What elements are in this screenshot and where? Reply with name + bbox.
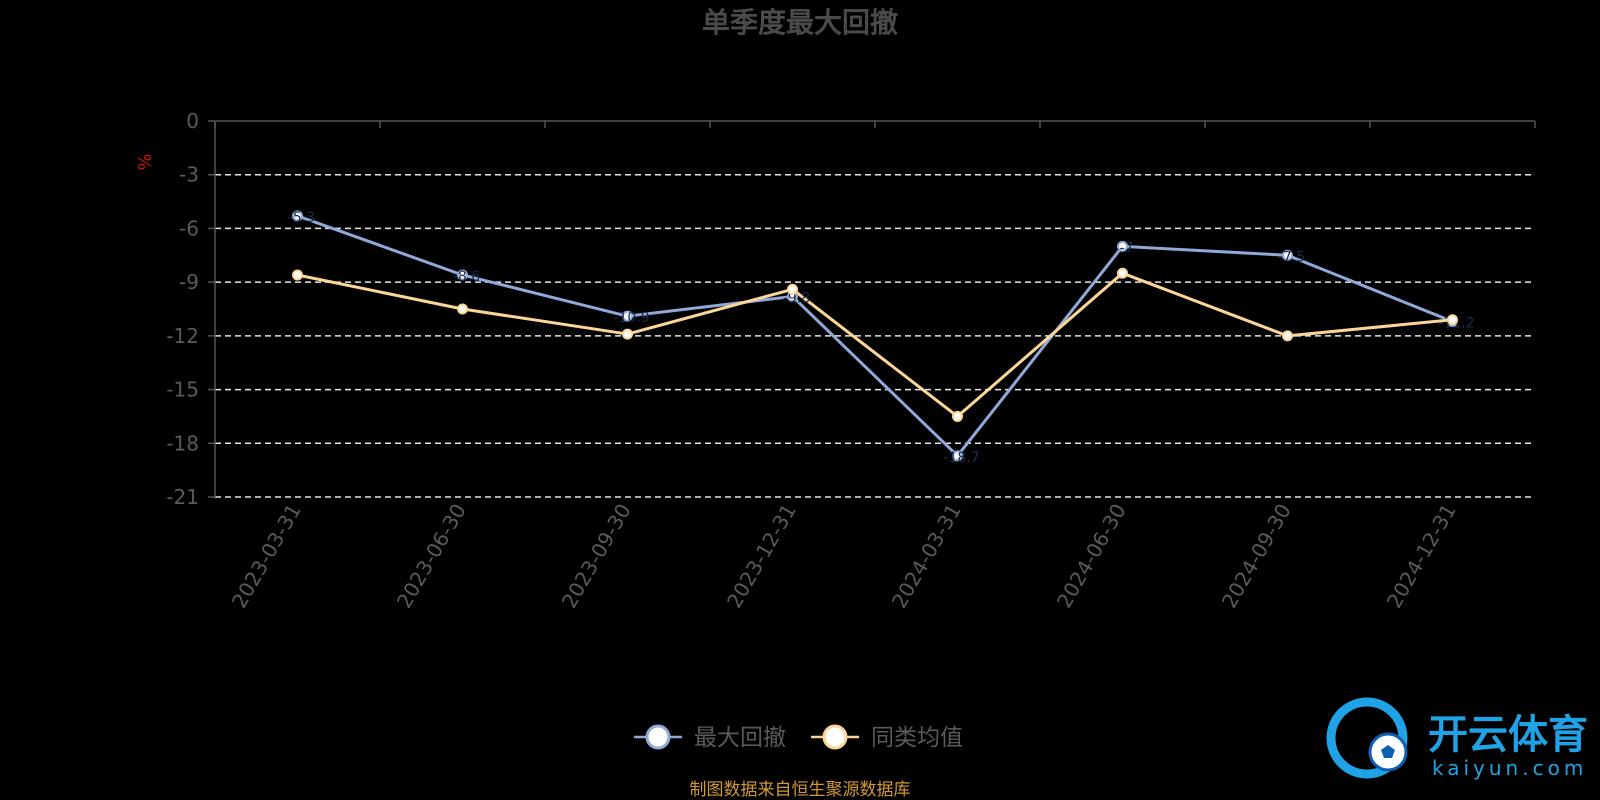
legend-item-peer-average[interactable]: 同类均值 bbox=[811, 724, 963, 751]
data-point[interactable] bbox=[1117, 267, 1128, 279]
x-tick-label: 2023-03-31 bbox=[227, 500, 306, 613]
data-label: -10.9 bbox=[613, 310, 649, 326]
data-point[interactable] bbox=[292, 269, 303, 281]
y-tick-label: 0 bbox=[186, 109, 199, 133]
x-tick-label: 2023-12-31 bbox=[722, 500, 801, 613]
data-point[interactable] bbox=[622, 310, 633, 322]
data-label: -18.7 bbox=[943, 450, 979, 466]
data-point[interactable] bbox=[1282, 249, 1293, 261]
data-point[interactable] bbox=[457, 269, 468, 281]
logo-text-en: kaiyun.com bbox=[1432, 756, 1587, 780]
legend-marker-icon bbox=[822, 724, 848, 750]
kaiyun-logo: 开云体育 kaiyun.com bbox=[1326, 697, 1588, 780]
data-point[interactable] bbox=[952, 450, 963, 462]
legend-marker-icon bbox=[645, 724, 671, 750]
grid-lines bbox=[215, 173, 1535, 498]
y-tick-label: -9 bbox=[179, 270, 199, 294]
data-point[interactable] bbox=[787, 283, 798, 295]
y-tick-label: -15 bbox=[166, 378, 199, 402]
y-tick-labels: 0 -3 -6 -9 -12 -15 -18 -21 bbox=[166, 109, 199, 509]
data-point[interactable] bbox=[952, 410, 963, 422]
data-point[interactable] bbox=[292, 210, 303, 222]
legend-label-peer-average: 同类均值 bbox=[871, 725, 963, 751]
data-label: -5.3 bbox=[288, 210, 315, 226]
axes bbox=[208, 120, 1536, 498]
x-tick-label: 2024-12-31 bbox=[1382, 500, 1461, 613]
x-tick-labels: 2023-03-31 2023-06-30 2023-09-30 2023-12-31… bbox=[227, 500, 1461, 613]
series-line-0 bbox=[296, 214, 1454, 458]
chart-title: 单季度最大回撤 bbox=[702, 6, 898, 39]
data-label: -7.5 bbox=[1278, 249, 1305, 265]
x-tick-label: 2023-06-30 bbox=[392, 500, 471, 613]
data-point[interactable] bbox=[457, 303, 468, 315]
data-source-note: 制图数据来自恒生聚源数据库 bbox=[690, 780, 911, 800]
x-tick-label: 2024-09-30 bbox=[1217, 500, 1296, 613]
y-tick-label: -18 bbox=[166, 431, 199, 455]
y-tick-label: -3 bbox=[179, 163, 199, 187]
series-line-1 bbox=[297, 271, 1453, 418]
logo-emblem-icon bbox=[1326, 697, 1408, 779]
y-tick-label: -6 bbox=[179, 216, 199, 240]
series-lines bbox=[296, 214, 1454, 458]
y-tick-label: -21 bbox=[166, 485, 199, 509]
x-tick-label: 2024-06-30 bbox=[1052, 500, 1131, 613]
data-point[interactable] bbox=[1117, 240, 1128, 252]
data-point[interactable] bbox=[622, 328, 633, 340]
data-label: -7 bbox=[1120, 240, 1134, 256]
logo-text-cn: 开云体育 bbox=[1428, 712, 1588, 758]
data-point[interactable] bbox=[1282, 330, 1293, 342]
data-label: -8.6 bbox=[453, 269, 480, 285]
legend-label-max-drawdown: 最大回撤 bbox=[694, 725, 786, 751]
data-point[interactable] bbox=[1447, 314, 1458, 326]
series-points: -5.3-8.6-10.9-9.8-18.7-7-7.5-11.2 bbox=[288, 210, 1475, 466]
data-label: -9.8 bbox=[783, 290, 810, 306]
x-tick-label: 2023-09-30 bbox=[557, 500, 636, 613]
y-tick-label: -12 bbox=[166, 324, 199, 348]
x-tick-label: 2024-03-31 bbox=[887, 500, 966, 613]
y-unit-label: % bbox=[135, 153, 156, 170]
legend-item-max-drawdown[interactable]: 最大回撤 bbox=[634, 724, 786, 751]
legend: 最大回撤 同类均值 bbox=[634, 724, 963, 751]
